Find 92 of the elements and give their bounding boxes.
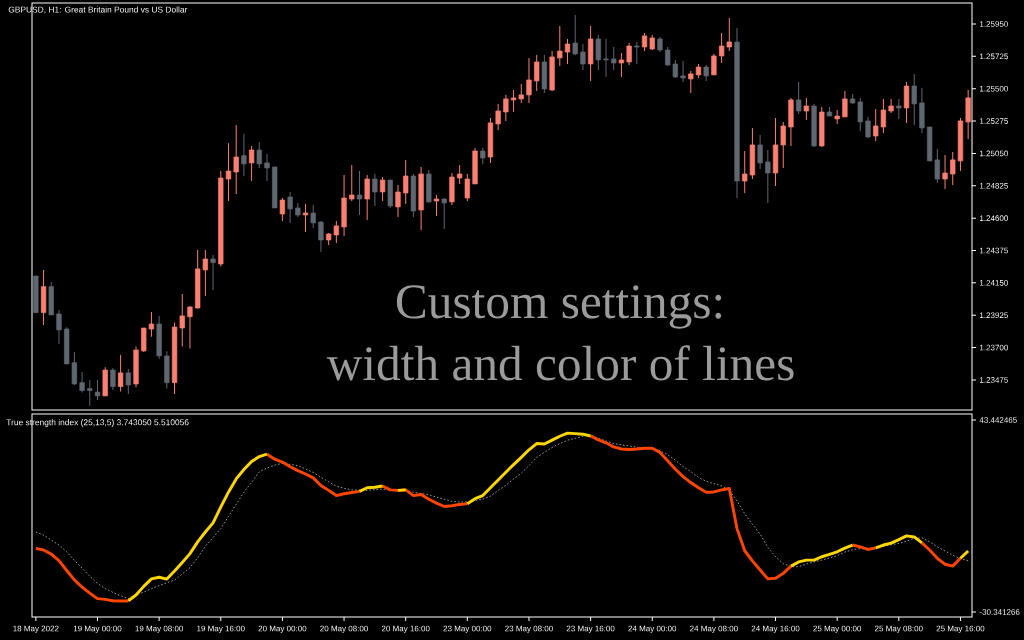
candlestick xyxy=(372,173,378,207)
x-tick-label: 19 May 00:00 xyxy=(73,625,122,633)
candlestick xyxy=(595,34,601,71)
y-tick-label: 1.25275 xyxy=(979,118,1008,124)
candlestick xyxy=(403,159,409,205)
annotation: width and color of lines xyxy=(326,345,794,381)
candlestick xyxy=(56,309,62,345)
y-tick-label: 1.23925 xyxy=(979,312,1008,319)
candlestick xyxy=(896,98,902,120)
candlestick xyxy=(757,134,763,170)
candlestick xyxy=(94,379,101,401)
candlestick xyxy=(495,103,501,131)
candlestick xyxy=(534,54,540,92)
candlestick xyxy=(241,133,247,177)
candlestick xyxy=(395,184,401,218)
candlestick xyxy=(310,204,316,229)
candlestick xyxy=(580,43,586,71)
y-tick-label: 1.24375 xyxy=(979,247,1008,254)
candlestick xyxy=(803,97,810,121)
candlestick xyxy=(634,41,640,65)
y-tick-label: 1.24825 xyxy=(979,182,1008,189)
candlestick xyxy=(780,121,786,169)
candlestick xyxy=(349,164,355,202)
y-tick-label: 1.23700 xyxy=(979,344,1008,351)
candlestick xyxy=(526,57,532,104)
candlestick xyxy=(302,203,309,233)
candlestick xyxy=(911,73,917,126)
candlestick xyxy=(611,46,617,71)
candlestick xyxy=(618,52,625,78)
y-tick-label: 1.25500 xyxy=(979,85,1008,92)
y-tick-label: 1.24150 xyxy=(979,280,1008,286)
candlestick xyxy=(626,42,632,66)
candlestick xyxy=(79,371,85,394)
candlestick xyxy=(248,145,255,182)
candlestick xyxy=(87,379,93,407)
y-tick-label: 1.24600 xyxy=(979,215,1008,221)
candlestick xyxy=(433,194,440,217)
candlestick xyxy=(441,197,447,230)
candlestick xyxy=(603,38,609,78)
candlestick xyxy=(865,116,871,139)
candlestick xyxy=(688,70,694,94)
x-tick-label: 23 May 16:00 xyxy=(566,625,615,633)
chart-title: GBPUSD, H1: Great Britain Pound vs US Dollar xyxy=(8,6,188,14)
candlestick xyxy=(187,305,193,350)
candlestick xyxy=(557,25,563,67)
x-tick-label: 19 May 16:00 xyxy=(197,625,245,633)
annotation: Custom settings: xyxy=(396,285,722,329)
candlestick xyxy=(572,14,578,56)
candlestick xyxy=(711,53,717,76)
x-tick-label: 25 May 16:00 xyxy=(936,625,985,633)
candlestick xyxy=(117,354,124,393)
candlestick xyxy=(765,149,771,204)
candlestick xyxy=(942,154,948,190)
candlestick xyxy=(256,141,262,169)
candlestick xyxy=(279,197,286,222)
x-tick-label: 20 May 16:00 xyxy=(381,625,430,633)
candlestick xyxy=(233,124,239,195)
candlestick xyxy=(680,60,686,83)
x-tick-label: 19 May 08:00 xyxy=(135,625,184,633)
candlestick xyxy=(318,220,324,253)
y-tick-label: 1.25950 xyxy=(979,21,1008,27)
x-tick-label: 23 May 08:00 xyxy=(505,625,553,633)
candlestick xyxy=(264,153,270,182)
candlestick xyxy=(210,254,216,291)
candlestick xyxy=(379,176,386,202)
candlestick xyxy=(287,191,293,224)
x-tick-label: 23 May 00:00 xyxy=(443,625,492,633)
x-tick-label: 24 May 16:00 xyxy=(751,625,800,633)
text: True strength index (25,13,5) 3.743050 5.510056 xyxy=(6,419,189,427)
y-tick-label: 1.25725 xyxy=(979,53,1008,60)
x-tick-label: 18 May 2022 xyxy=(13,625,59,633)
candlestick xyxy=(903,81,910,124)
x-tick-label: 25 May 08:00 xyxy=(874,625,923,633)
candlestick xyxy=(125,368,131,395)
candlestick xyxy=(888,98,894,114)
x-tick-label: 24 May 00:00 xyxy=(628,625,677,633)
candlestick xyxy=(225,142,232,202)
candlestick xyxy=(110,367,116,391)
x-tick-label: 24 May 08:00 xyxy=(690,625,738,633)
candlestick xyxy=(842,90,848,118)
y-tick-label: 1.23475 xyxy=(979,377,1008,383)
candlestick xyxy=(503,94,509,122)
y-tick-label: 1.25050 xyxy=(979,150,1008,157)
candlestick xyxy=(796,81,802,115)
x-tick-label: 20 May 00:00 xyxy=(258,625,307,633)
candlestick xyxy=(564,38,571,65)
x-tick-label: 20 May 08:00 xyxy=(320,625,368,633)
candlestick xyxy=(364,174,370,221)
x-tick-label: 25 May 00:00 xyxy=(813,625,862,633)
y-tick-label: 43.442465 xyxy=(979,417,1017,423)
candlestick xyxy=(356,170,363,216)
y-tick-label: -30.341266 xyxy=(979,609,1020,615)
